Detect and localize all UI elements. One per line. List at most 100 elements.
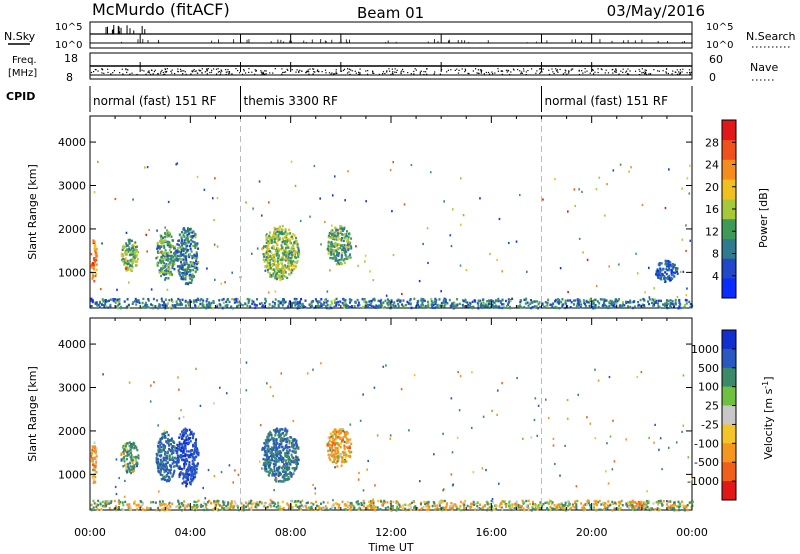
cpid-label: CPID xyxy=(6,90,35,103)
time-axis: 00:00 04:00 08:00 12:00 16:00 20:00 00:00 xyxy=(74,526,708,539)
nave-top-tick: 60 xyxy=(709,53,723,66)
colorbar-swatch xyxy=(722,405,736,425)
scattered-echoes xyxy=(95,361,693,503)
colorbar-swatch xyxy=(722,238,736,259)
freq-label: Freq. xyxy=(12,55,37,66)
colorbar-tick-label: -1000 xyxy=(687,475,719,488)
echo-region xyxy=(175,427,200,488)
freq-unit: [MHz] xyxy=(8,68,37,79)
echo-region xyxy=(261,224,301,282)
power-panel: 1000 2000 3000 4000 Slant Range [km] 4 8 12 16… xyxy=(26,115,770,310)
power-colorbar-label: Power [dB] xyxy=(757,188,770,248)
echo-region xyxy=(261,427,300,483)
nsearch-label: N.Search xyxy=(746,30,796,43)
echo-region xyxy=(326,428,353,468)
velocity-colorbar-label: Velocity [m s-1] xyxy=(761,376,775,459)
colorbar-swatch xyxy=(722,367,736,387)
colorbar-swatch xyxy=(722,462,736,482)
echo-region xyxy=(90,297,694,310)
cpid-segment-label: normal (fast) 151 RF xyxy=(93,94,217,108)
time-tick-label: 08:00 xyxy=(275,526,307,539)
power-ylabel: Slant Range [km] xyxy=(26,164,39,260)
freq-panel: Freq. [MHz] 18 8 60 0 Nave xyxy=(8,52,778,84)
nsky-top-tick: 10^5 xyxy=(55,22,82,33)
velocity-colorbar: 1000 500 100 25 -25 -100 -500 -1000 xyxy=(687,329,737,501)
time-tick-label: 20:00 xyxy=(576,526,608,539)
time-tick-label: 00:00 xyxy=(74,526,106,539)
colorbar-tick-label: -25 xyxy=(701,418,719,431)
freq-trace xyxy=(90,62,693,76)
range-tick-label: 4000 xyxy=(58,338,86,351)
echo-region xyxy=(175,227,200,286)
colorbar-swatch xyxy=(722,330,736,350)
colorbar-swatch xyxy=(722,481,736,501)
colorbar-tick-label: 20 xyxy=(705,181,719,194)
velocity-panel: 1000 2000 3000 4000 Slant Range [km] 1000 50… xyxy=(26,317,775,512)
colorbar-tick-label: 12 xyxy=(705,225,719,238)
time-axis-label: Time UT xyxy=(367,541,413,554)
range-tick-label: 1000 xyxy=(58,468,86,481)
cpid-segment-label: themis 3300 RF xyxy=(244,94,338,108)
freq-bottom-tick: 8 xyxy=(66,71,73,84)
range-tick-label: 3000 xyxy=(58,180,86,193)
colorbar-tick-label: 25 xyxy=(705,400,719,413)
colorbar-tick-label: 8 xyxy=(712,248,719,261)
nsearch-bottom-tick: 10^0 xyxy=(706,40,733,51)
colorbar-swatch xyxy=(722,199,736,220)
echo-region xyxy=(654,259,679,283)
colorbar-tick-label: 100 xyxy=(698,381,719,394)
echo-region xyxy=(90,499,694,512)
scattered-echoes xyxy=(93,160,692,301)
colorbar-swatch xyxy=(722,218,736,239)
time-tick-label: 00:00 xyxy=(676,526,708,539)
nave-bottom-tick: 0 xyxy=(709,71,716,84)
time-tick-label: 04:00 xyxy=(174,526,206,539)
echo-region xyxy=(155,431,177,483)
echo-region xyxy=(326,225,353,266)
colorbar-swatch xyxy=(722,278,736,299)
nsky-trace xyxy=(90,24,692,44)
beam-label: Beam 01 xyxy=(357,4,424,22)
velocity-colorbar-label-text: Velocity [m s xyxy=(762,388,775,459)
time-tick-label: 16:00 xyxy=(475,526,507,539)
time-tick-label: 12:00 xyxy=(375,526,407,539)
nsky-bottom-tick: 10^0 xyxy=(55,40,82,51)
station-title: McMurdo (fitACF) xyxy=(92,0,230,19)
colorbar-tick-label: 28 xyxy=(705,136,719,149)
range-tick-label: 2000 xyxy=(58,223,86,236)
power-colorbar: 4 8 12 16 20 24 28 xyxy=(705,119,737,299)
colorbar-tick-label: 4 xyxy=(712,270,719,283)
colorbar-tick-label: -500 xyxy=(694,456,719,469)
echo-region xyxy=(120,441,140,475)
colorbar-swatch xyxy=(722,443,736,463)
echo-region xyxy=(90,441,98,485)
colorbar-swatch xyxy=(722,159,736,180)
cpid-segment-label: normal (fast) 151 RF xyxy=(545,94,669,108)
range-tick-label: 4000 xyxy=(58,136,86,149)
colorbar-tick-label: 1000 xyxy=(691,343,719,356)
echo-region xyxy=(90,239,99,283)
cpid-row: CPID normal (fast) 151 RF themis 3300 RF n… xyxy=(6,86,693,112)
colorbar-swatch xyxy=(722,386,736,406)
colorbar-tick-label: 24 xyxy=(705,159,719,172)
colorbar-swatch xyxy=(722,120,736,141)
range-tick-label: 2000 xyxy=(58,425,86,438)
freq-top-tick: 18 xyxy=(64,52,78,65)
nsky-label: N.Sky xyxy=(4,30,36,43)
nsearch-top-tick: 10^5 xyxy=(706,22,733,33)
date-label: 03/May/2016 xyxy=(607,2,705,20)
colorbar-swatch xyxy=(722,179,736,200)
colorbar-swatch xyxy=(722,424,736,444)
range-tick-label: 3000 xyxy=(58,382,86,395)
colorbar-tick-label: 16 xyxy=(705,203,719,216)
nsky-panel: N.Sky 10^5 10^0 10^5 10^0 N.Search xyxy=(4,21,796,51)
colorbar-tick-label: -100 xyxy=(694,437,719,450)
colorbar-swatch xyxy=(722,139,736,160)
range-tick-label: 1000 xyxy=(58,266,86,279)
velocity-ylabel: Slant Range [km] xyxy=(26,366,39,462)
nave-label: Nave xyxy=(750,61,778,74)
echo-region xyxy=(155,229,178,281)
colorbar-swatch xyxy=(722,258,736,279)
colorbar-tick-label: 500 xyxy=(698,362,719,375)
